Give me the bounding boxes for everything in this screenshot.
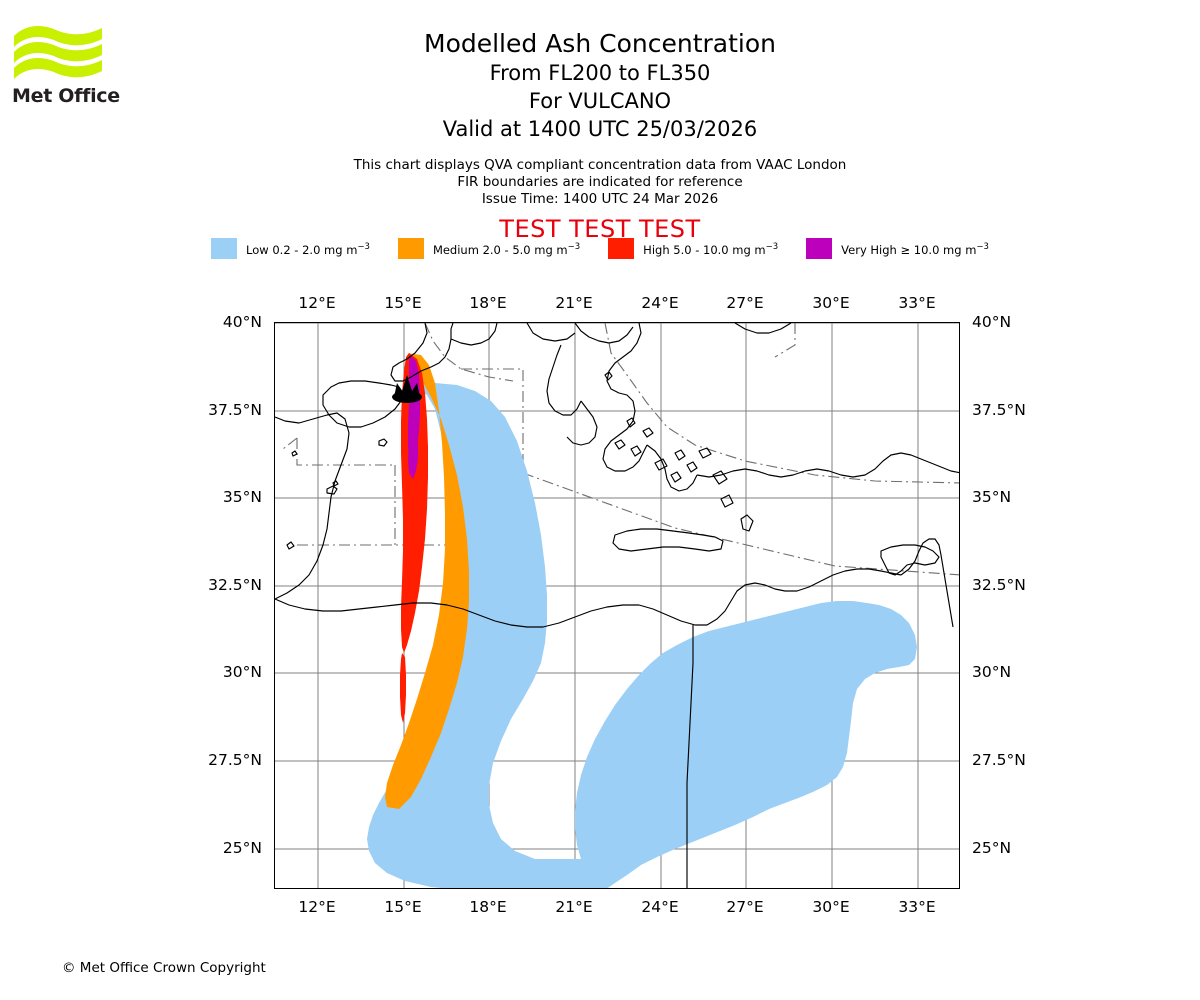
lon-tick-top-2: 18°E <box>469 294 507 312</box>
lon-tick-top-4: 24°E <box>641 294 679 312</box>
ash-contour-medium <box>385 353 469 809</box>
legend-swatch-very-high <box>806 238 833 259</box>
legend-item-low: Low 0.2 - 2.0 mg m−3 <box>211 238 370 259</box>
lat-tick-right-0: 40°N <box>972 313 1012 331</box>
map-frame <box>274 322 960 889</box>
lat-tick-left-3: 32.5°N <box>208 576 262 594</box>
note-fir: FIR boundaries are indicated for referen… <box>457 174 743 190</box>
lon-tick-bottom-7: 33°E <box>898 898 936 916</box>
fir-boundaries <box>282 323 959 576</box>
ash-contour-low <box>367 383 917 888</box>
title-valid-time: Valid at 1400 UTC 25/03/2026 <box>442 117 758 141</box>
legend-item-medium: Medium 2.0 - 5.0 mg m−3 <box>397 238 581 259</box>
concentration-legend: Low 0.2 - 2.0 mg m−3 Medium 2.0 - 5.0 mg… <box>0 238 1200 259</box>
chart-title-block: Modelled Ash Concentration From FL200 to… <box>0 28 1200 143</box>
met-office-logo-text: Met Office <box>12 85 120 107</box>
title-flight-levels: From FL200 to FL350 <box>489 61 711 85</box>
met-office-wave-mark <box>14 26 102 79</box>
chart-notes: This chart displays QVA compliant concen… <box>0 157 1200 208</box>
lon-tick-bottom-2: 18°E <box>469 898 507 916</box>
page-title: Modelled Ash Concentration <box>424 29 776 58</box>
legend-label-low: Low 0.2 - 2.0 mg m−3 <box>246 242 370 257</box>
lat-tick-left-2: 35°N <box>222 488 262 506</box>
met-office-logo: Met Office <box>12 22 132 117</box>
legend-swatch-medium <box>397 238 424 259</box>
legend-item-very-high: Very High ≥ 10.0 mg m−3 <box>806 238 989 259</box>
lat-tick-right-5: 27.5°N <box>972 751 1026 769</box>
ash-concentration-map: 12°E 15°E 18°E 21°E 24°E 27°E 30°E 33°E … <box>208 294 1026 916</box>
legend-label-high: High 5.0 - 10.0 mg m−3 <box>643 242 779 257</box>
title-volcano: For VULCANO <box>528 89 672 113</box>
lon-tick-top-5: 27°E <box>726 294 764 312</box>
lat-tick-right-3: 32.5°N <box>972 576 1026 594</box>
lon-tick-bottom-5: 27°E <box>726 898 764 916</box>
lat-tick-right-4: 30°N <box>972 663 1012 681</box>
map-canvas <box>275 323 959 888</box>
note-qva: This chart displays QVA compliant concen… <box>353 157 847 173</box>
lat-tick-right-6: 25°N <box>972 839 1012 857</box>
lat-tick-right-1: 37.5°N <box>972 401 1026 419</box>
legend-label-medium: Medium 2.0 - 5.0 mg m−3 <box>432 242 581 257</box>
legend-swatch-low <box>211 238 238 259</box>
lon-tick-bottom-6: 30°E <box>812 898 850 916</box>
legend-swatch-high <box>608 238 635 259</box>
lat-tick-left-6: 25°N <box>222 839 262 857</box>
legend-item-high: High 5.0 - 10.0 mg m−3 <box>608 238 778 259</box>
lon-tick-top-3: 21°E <box>555 294 593 312</box>
lat-tick-left-1: 37.5°N <box>208 401 262 419</box>
lon-tick-bottom-4: 24°E <box>641 898 679 916</box>
lat-tick-left-4: 30°N <box>222 663 262 681</box>
copyright-notice: © Met Office Crown Copyright <box>62 960 266 976</box>
lat-tick-right-2: 35°N <box>972 488 1012 506</box>
lon-tick-top-0: 12°E <box>298 294 336 312</box>
lon-tick-top-1: 15°E <box>384 294 422 312</box>
lon-tick-top-6: 30°E <box>812 294 850 312</box>
lat-tick-left-5: 27.5°N <box>208 751 262 769</box>
volcano-source-marker <box>392 375 422 403</box>
lon-tick-bottom-0: 12°E <box>298 898 336 916</box>
lat-tick-left-0: 40°N <box>222 313 262 331</box>
lon-tick-bottom-3: 21°E <box>555 898 593 916</box>
ash-contour-high <box>400 353 428 723</box>
lon-tick-bottom-1: 15°E <box>384 898 422 916</box>
note-issue-time: Issue Time: 1400 UTC 24 Mar 2026 <box>481 191 719 207</box>
lon-tick-top-7: 33°E <box>898 294 936 312</box>
test-banner: TEST TEST TEST <box>499 215 701 243</box>
legend-label-very-high: Very High ≥ 10.0 mg m−3 <box>841 242 989 257</box>
coastlines <box>275 323 959 888</box>
